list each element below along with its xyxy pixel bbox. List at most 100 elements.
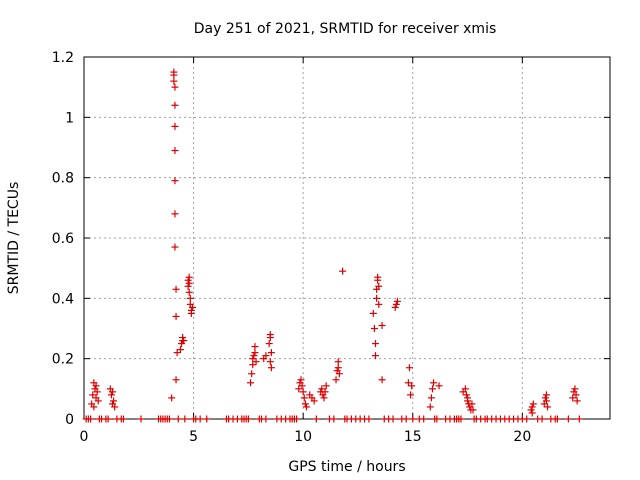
data-point bbox=[523, 415, 531, 423]
data-point bbox=[428, 385, 436, 393]
data-point bbox=[251, 343, 259, 351]
y-axis-label: SRMTID / TECUs bbox=[6, 182, 22, 295]
x-tick-labels: 0 5 10 15 20 bbox=[80, 429, 532, 445]
data-point bbox=[564, 415, 572, 423]
data-point bbox=[407, 391, 415, 399]
data-point bbox=[299, 388, 307, 396]
grid-lines bbox=[84, 57, 610, 419]
y-tick-label: 1 bbox=[65, 110, 74, 126]
data-point bbox=[262, 415, 270, 423]
data-point bbox=[542, 397, 550, 405]
data-point bbox=[267, 364, 275, 372]
data-point bbox=[252, 358, 260, 366]
data-point bbox=[553, 415, 561, 423]
data-point bbox=[527, 406, 535, 414]
data-point bbox=[375, 300, 383, 308]
data-point bbox=[320, 394, 328, 402]
data-point bbox=[409, 415, 417, 423]
data-point bbox=[293, 415, 301, 423]
data-point bbox=[89, 391, 97, 399]
data-point bbox=[378, 376, 386, 384]
data-point bbox=[168, 394, 176, 402]
data-point bbox=[87, 415, 95, 423]
data-point bbox=[172, 376, 180, 384]
data-point bbox=[332, 376, 340, 384]
data-point bbox=[265, 340, 273, 348]
data-point bbox=[435, 382, 443, 390]
data-point bbox=[185, 288, 193, 296]
data-point bbox=[185, 273, 193, 281]
data-point bbox=[119, 415, 127, 423]
data-point bbox=[371, 352, 379, 360]
x-tick-label: 5 bbox=[189, 429, 198, 445]
data-point bbox=[464, 397, 472, 405]
data-point bbox=[571, 385, 579, 393]
axis-ticks bbox=[83, 56, 610, 420]
data-point bbox=[322, 382, 330, 390]
data-point bbox=[433, 415, 441, 423]
data-point bbox=[262, 352, 270, 360]
data-point bbox=[302, 403, 310, 411]
data-point bbox=[318, 385, 326, 393]
y-tick-label: 0.4 bbox=[52, 291, 74, 307]
data-point bbox=[188, 303, 196, 311]
data-point bbox=[93, 388, 101, 396]
data-point bbox=[393, 297, 401, 305]
data-point bbox=[173, 349, 181, 357]
data-point bbox=[247, 379, 255, 387]
data-point bbox=[404, 379, 412, 387]
data-point bbox=[538, 415, 546, 423]
data-point bbox=[389, 415, 397, 423]
data-point bbox=[462, 391, 470, 399]
data-point bbox=[468, 400, 476, 408]
data-point bbox=[196, 415, 204, 423]
data-point bbox=[171, 177, 179, 185]
data-point bbox=[179, 334, 187, 342]
data-point bbox=[301, 400, 309, 408]
data-point bbox=[111, 403, 119, 411]
data-point bbox=[375, 282, 383, 290]
data-point bbox=[374, 273, 382, 281]
data-point bbox=[402, 415, 410, 423]
data-point bbox=[544, 403, 552, 411]
data-point bbox=[295, 385, 303, 393]
data-point bbox=[542, 391, 550, 399]
data-point bbox=[297, 376, 305, 384]
data-point bbox=[266, 358, 274, 366]
data-point bbox=[180, 337, 188, 345]
x-tick-label: 20 bbox=[513, 429, 531, 445]
data-point bbox=[420, 415, 428, 423]
data-point bbox=[171, 101, 179, 109]
data-point bbox=[249, 361, 257, 369]
data-point bbox=[365, 415, 373, 423]
data-point bbox=[461, 385, 469, 393]
data-point bbox=[321, 388, 329, 396]
data-point bbox=[430, 379, 438, 387]
y-tick-label: 0.8 bbox=[52, 171, 74, 187]
data-point bbox=[250, 352, 258, 360]
data-point bbox=[249, 355, 257, 363]
data-point bbox=[172, 312, 180, 320]
data-point bbox=[171, 83, 179, 91]
data-point bbox=[181, 415, 189, 423]
data-point bbox=[94, 397, 102, 405]
y-tick-label: 0.6 bbox=[52, 231, 74, 247]
data-point bbox=[92, 382, 100, 390]
data-point bbox=[137, 415, 145, 423]
data-point bbox=[174, 415, 182, 423]
data-point bbox=[267, 349, 275, 357]
data-point bbox=[171, 210, 179, 218]
data-points bbox=[82, 68, 583, 423]
data-point bbox=[335, 370, 343, 378]
data-point bbox=[528, 409, 536, 417]
data-point bbox=[165, 415, 173, 423]
data-point bbox=[184, 276, 192, 284]
data-point bbox=[110, 397, 118, 405]
data-point bbox=[405, 364, 413, 372]
data-point bbox=[541, 394, 549, 402]
data-point bbox=[373, 294, 381, 302]
data-point bbox=[170, 71, 178, 79]
data-point bbox=[108, 388, 116, 396]
data-point bbox=[312, 415, 320, 423]
